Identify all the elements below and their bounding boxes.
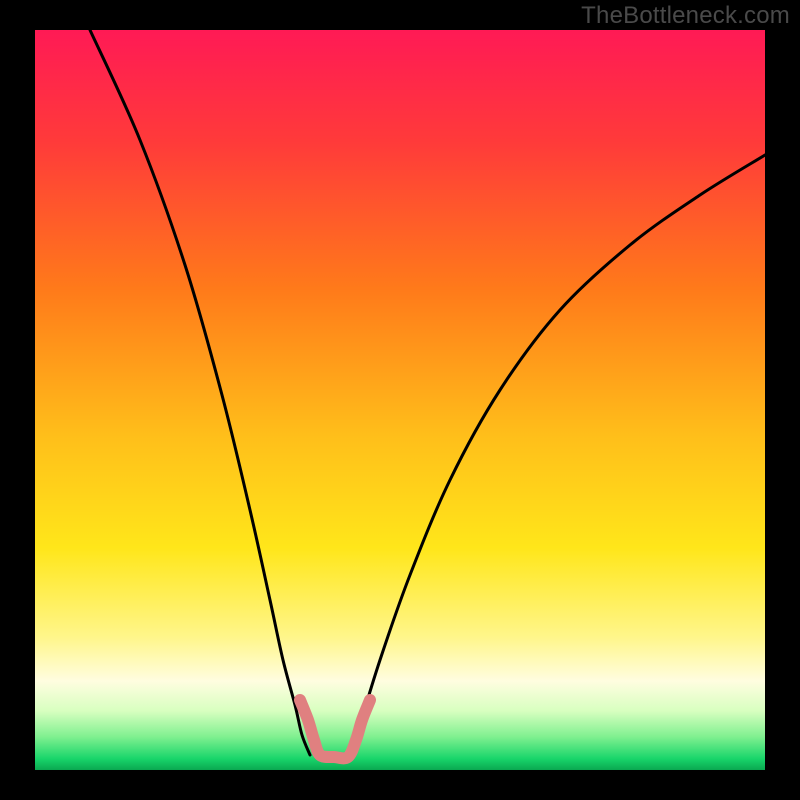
figure-frame: TheBottleneck.com (0, 0, 800, 800)
watermark-text: TheBottleneck.com (581, 2, 790, 30)
bottleneck-chart (0, 0, 800, 800)
gradient-background (35, 30, 765, 770)
